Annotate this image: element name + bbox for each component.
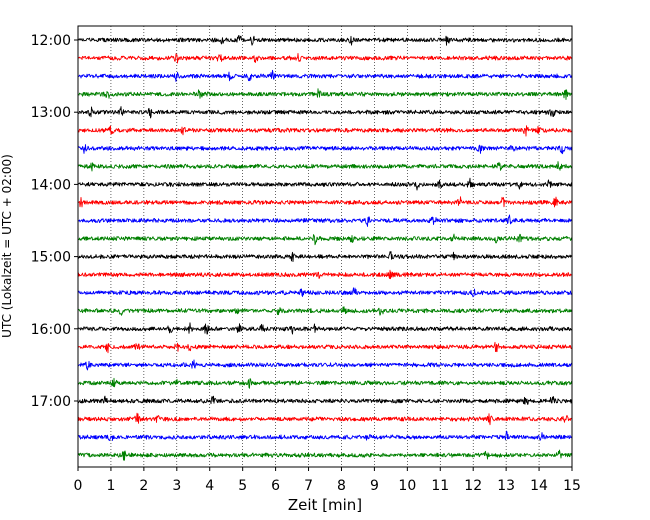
x-tick-label: 1	[106, 478, 115, 494]
x-tick-label: 4	[205, 478, 214, 494]
trace-1300	[77, 106, 573, 119]
y-axis-label: UTC (Lokalzeit = UTC + 02:00)	[0, 154, 14, 338]
trace-1530	[77, 287, 573, 298]
y-tick-label: 12:00	[31, 33, 71, 49]
x-tick-label: 5	[238, 478, 247, 494]
y-tick-label: 13:00	[31, 105, 71, 121]
trace-1715	[77, 412, 573, 426]
trace-1645	[77, 377, 573, 389]
trace-1400	[77, 177, 573, 191]
trace-1630	[77, 359, 573, 371]
x-tick-label: 3	[172, 478, 181, 494]
trace-1345	[77, 161, 573, 172]
trace-1500	[77, 251, 573, 263]
y-tick-label: 17:00	[31, 394, 71, 410]
trace-1545	[77, 306, 573, 316]
trace-1445	[77, 233, 573, 246]
trace-1515	[77, 269, 573, 280]
y-axis-ticks: 12:00 13:00 14:00 15:00 16:00 17:00	[31, 33, 78, 410]
x-tick-label: 15	[563, 478, 581, 494]
trace-1730	[77, 430, 573, 441]
x-tick-label: 9	[370, 478, 379, 494]
trace-1600	[77, 322, 573, 335]
trace-1315	[77, 125, 573, 137]
trace-1330	[77, 144, 573, 155]
trace-1415	[77, 196, 573, 208]
trace-1230	[77, 69, 573, 82]
trace-1615	[77, 341, 573, 354]
x-tick-label: 14	[530, 478, 548, 494]
x-tick-label: 6	[271, 478, 280, 494]
y-tick-label: 15:00	[31, 250, 71, 266]
trace-1215	[77, 53, 573, 64]
plot-frame	[77, 25, 573, 468]
x-tick-label: 2	[139, 478, 148, 494]
trace-1200	[77, 35, 573, 46]
x-tick-label: 11	[431, 478, 449, 494]
seismogram-traces	[77, 35, 573, 461]
x-tick-label: 0	[74, 478, 83, 494]
x-tick-label: 12	[464, 478, 482, 494]
y-tick-label: 14:00	[31, 177, 71, 193]
y-tick-label: 16:00	[31, 322, 71, 338]
x-tick-label: 7	[304, 478, 313, 494]
x-tick-label: 13	[497, 478, 515, 494]
x-axis-ticks: 0 1 2 3 4 5 6 7 8 9 10 11 12 13 14 15	[74, 467, 581, 494]
x-tick-label: 10	[398, 478, 416, 494]
trace-1245	[78, 88, 573, 100]
trace-1700	[77, 395, 573, 405]
trace-1430	[77, 214, 573, 227]
trace-1745	[77, 449, 573, 461]
x-axis-label: Zeit [min]	[288, 496, 362, 514]
x-tick-label: 8	[337, 478, 346, 494]
